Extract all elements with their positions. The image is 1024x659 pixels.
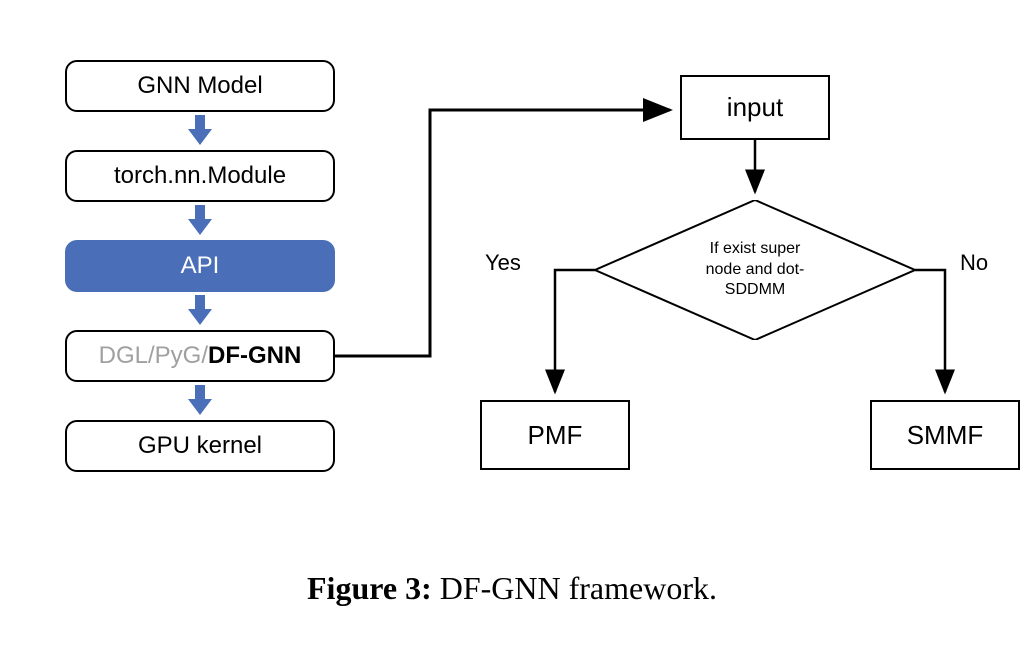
flow-label: PMF	[528, 420, 583, 451]
stack-label: GPU kernel	[138, 432, 262, 460]
stack-box-gnn-model: GNN Model	[65, 60, 335, 112]
stack-label-grey: DGL/PyG/	[99, 342, 208, 369]
caption-text: DF-GNN framework.	[432, 570, 717, 606]
stack-box-torch-nn-module: torch.nn.Module	[65, 150, 335, 202]
edge-label-yes: Yes	[485, 250, 521, 276]
blue-down-arrow-icon	[188, 115, 212, 145]
stack-label: torch.nn.Module	[114, 162, 286, 190]
stack-label-split: DGL/PyG/DF-GNN	[99, 342, 302, 370]
edge-label-text: No	[960, 250, 988, 275]
stack-label: API	[181, 252, 220, 280]
flow-box-pmf: PMF	[480, 400, 630, 470]
blue-down-arrow-icon	[188, 205, 212, 235]
figure-caption: Figure 3: DF-GNN framework.	[0, 570, 1024, 607]
stack-box-dfgnn: DGL/PyG/DF-GNN	[65, 330, 335, 382]
edge-label-no: No	[960, 250, 988, 276]
stack-box-api: API	[65, 240, 335, 292]
flow-diamond-decision	[595, 200, 915, 340]
diagram-area: GNN Model torch.nn.Module API DGL/PyG/DF…	[0, 0, 1024, 560]
flow-box-input: input	[680, 75, 830, 140]
flow-label: SMMF	[907, 420, 984, 451]
stack-box-gpu-kernel: GPU kernel	[65, 420, 335, 472]
edge-diamond-to-pmf	[555, 270, 595, 392]
flow-label: input	[727, 92, 783, 123]
blue-down-arrow-icon	[188, 385, 212, 415]
edge-diamond-to-smmf	[915, 270, 945, 392]
stack-label-bold: DF-GNN	[208, 342, 301, 369]
blue-down-arrow-icon	[188, 295, 212, 325]
flow-box-smmf: SMMF	[870, 400, 1020, 470]
stack-label: GNN Model	[137, 72, 262, 100]
edge-label-text: Yes	[485, 250, 521, 275]
caption-label: Figure 3:	[307, 570, 432, 606]
